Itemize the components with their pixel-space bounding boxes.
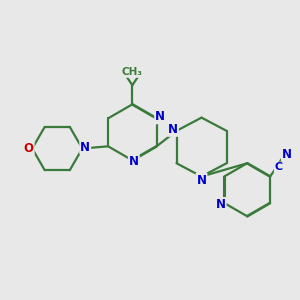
Text: N: N: [129, 155, 139, 168]
Text: N: N: [282, 148, 292, 161]
Text: O: O: [24, 142, 34, 155]
Text: C: C: [275, 162, 283, 172]
Text: N: N: [196, 173, 206, 187]
Text: N: N: [216, 198, 226, 211]
Text: N: N: [168, 123, 178, 136]
Text: N: N: [80, 141, 90, 154]
Text: N: N: [155, 110, 165, 123]
Text: CH₃: CH₃: [122, 67, 143, 77]
